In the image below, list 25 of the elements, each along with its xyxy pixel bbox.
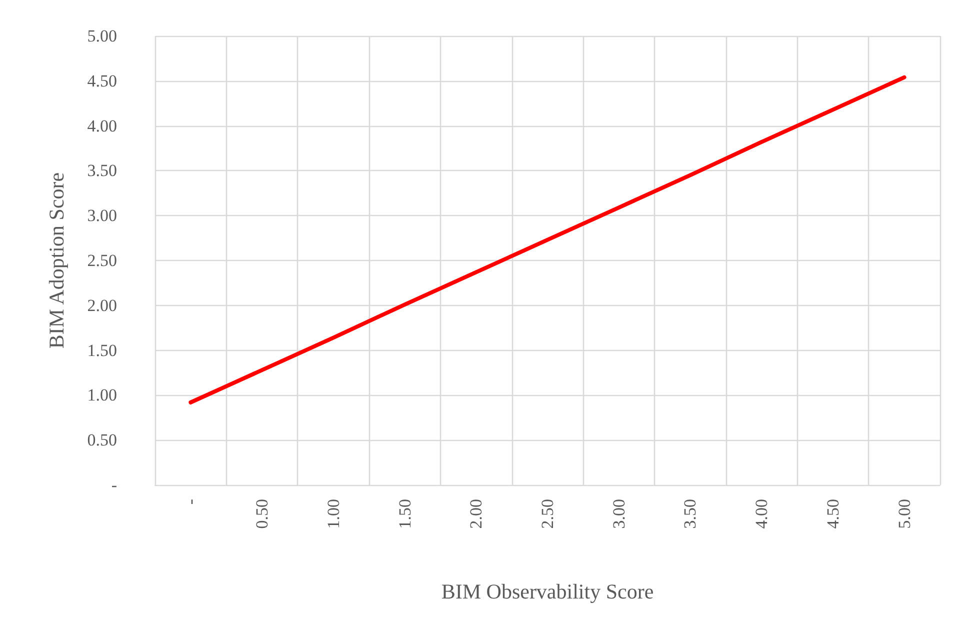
y-tick-label: 0.50 <box>87 430 117 450</box>
y-tick-label: 1.50 <box>87 340 117 360</box>
y-tick-label: 2.00 <box>87 296 117 315</box>
y-tick-label: - <box>111 476 118 494</box>
x-tick-label: 5.00 <box>894 499 914 529</box>
x-tick-label: 4.00 <box>752 499 772 529</box>
x-tick-label: 1.50 <box>395 499 414 529</box>
y-tick-label: 2.50 <box>87 251 117 270</box>
x-tick-label: 4.50 <box>823 499 842 529</box>
x-tick-label: 0.50 <box>252 499 272 529</box>
y-tick-label: 3.00 <box>87 206 117 226</box>
x-tick-label: 3.50 <box>680 499 700 529</box>
x-tick-label: - <box>181 498 200 505</box>
x-axis-title: BIM Observability Score <box>441 580 654 604</box>
y-tick-label: 5.00 <box>87 26 117 46</box>
x-tick-label: 2.00 <box>466 499 486 529</box>
y-tick-label: 1.00 <box>87 386 117 405</box>
x-tick-label: 1.00 <box>324 499 343 529</box>
line-series <box>188 75 906 404</box>
y-tick-label: 3.50 <box>87 161 117 180</box>
y-tick-label: 4.00 <box>87 116 117 136</box>
x-tick-label: 3.00 <box>609 499 628 529</box>
y-tick-label: 4.50 <box>87 71 117 90</box>
y-axis-title: BIM Adoption Score <box>44 172 68 349</box>
x-tick-label: 2.50 <box>538 499 557 529</box>
